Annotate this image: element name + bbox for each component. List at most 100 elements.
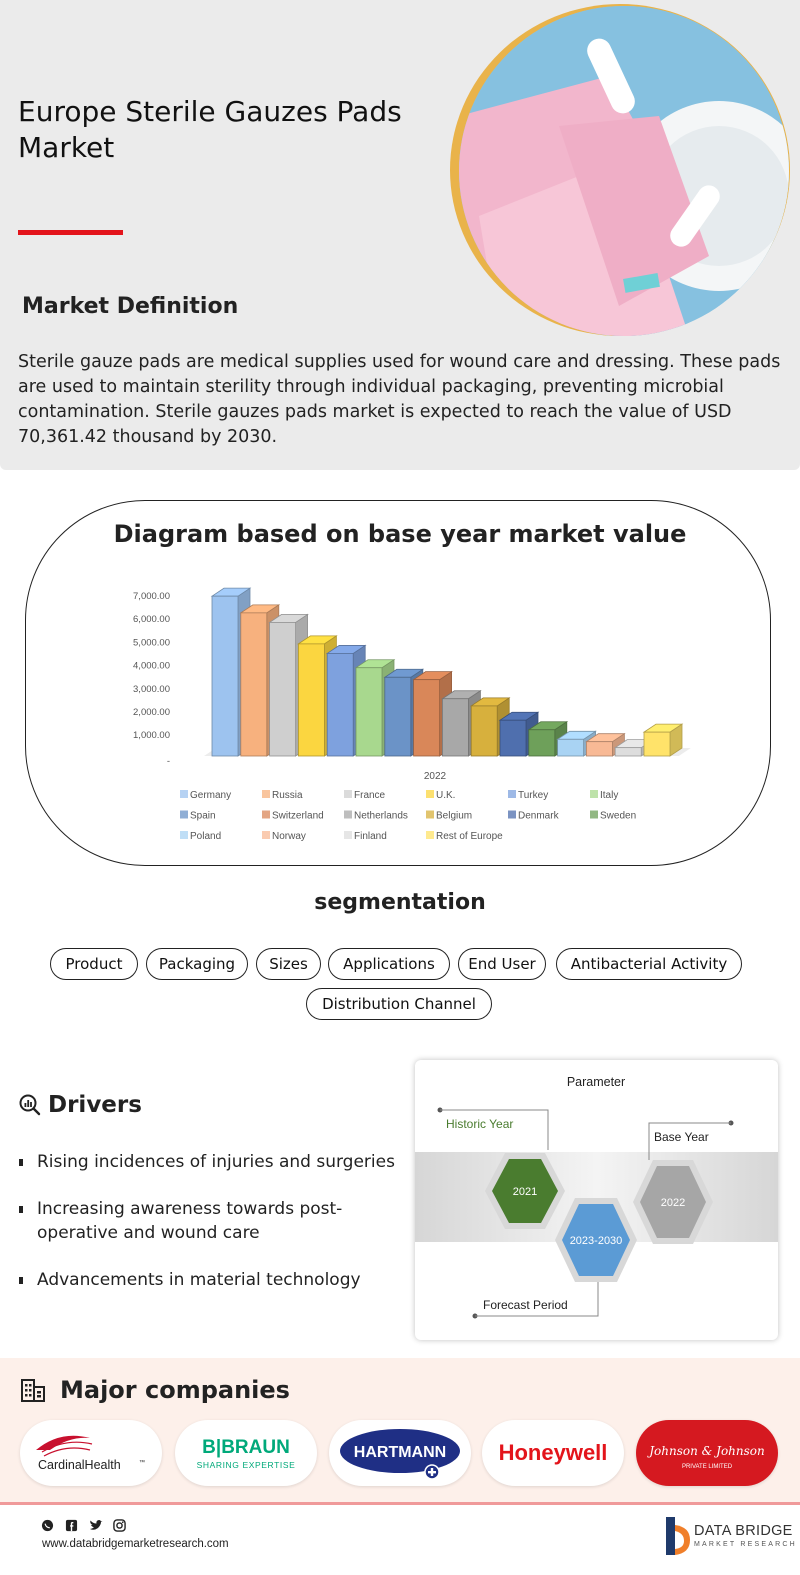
page-title: Europe Sterile Gauzes Pads Market	[18, 95, 402, 164]
whatsapp-icon[interactable]	[40, 1518, 55, 1533]
company-logo-cardinal-health: CardinalHealth ™	[20, 1420, 162, 1486]
segmentation-title: segmentation	[314, 890, 486, 915]
hero-photo-illustration	[459, 6, 789, 336]
base-year-label: Base Year	[654, 1130, 709, 1144]
legend-item: Russia	[262, 790, 303, 801]
market-value-chart: 7,000.00 6,000.00 5,000.00 4,000.00 3,000.00…	[133, 587, 691, 842]
drivers-header: Drivers	[18, 1090, 142, 1120]
legend-item: Denmark	[508, 810, 560, 822]
svg-text:Germany: Germany	[190, 790, 231, 801]
segment-pill-distribution-channel[interactable]: Distribution Channel	[306, 988, 492, 1020]
website-link[interactable]: www.databridgemarketresearch.com	[42, 1537, 229, 1551]
segment-pill-antibacterial-activity[interactable]: Antibacterial Activity	[556, 948, 742, 980]
svg-text:France: France	[354, 790, 386, 801]
segment-pill-applications[interactable]: Applications	[328, 948, 450, 980]
base-hex	[640, 1166, 706, 1238]
driver-item: Increasing awareness towards post-operat…	[18, 1197, 408, 1245]
forecast-hex	[562, 1204, 630, 1276]
segment-pill-product[interactable]: Product	[50, 948, 138, 980]
definition-text: Sterile gauze pads are medical supplies …	[18, 352, 781, 447]
legend-item: Germany	[180, 790, 231, 801]
svg-text:Finland: Finland	[354, 831, 387, 842]
data-bridge-subtitle: MARKET RESEARCH	[694, 1541, 797, 1548]
y-tick-label: 7,000.00	[133, 591, 170, 602]
svg-text:Switzerland: Switzerland	[272, 811, 324, 822]
y-tick-label: 3,000.00	[133, 684, 170, 695]
legend-item: Finland	[344, 831, 387, 842]
svg-text:Spain: Spain	[190, 811, 216, 822]
historic-year-value: 2021	[513, 1186, 537, 1198]
hartmann-logo: HARTMANN	[340, 1429, 460, 1480]
legend-item: France	[344, 790, 386, 801]
hartmann-wordmark: HARTMANN	[354, 1444, 446, 1461]
segment-pill-sizes[interactable]: Sizes	[256, 948, 321, 980]
svg-text:Russia: Russia	[272, 790, 303, 801]
b-braun-wordmark: B|BRAUN	[202, 1437, 290, 1458]
legend-item: Belgium	[426, 810, 472, 822]
historic-year-label: Historic Year	[446, 1117, 513, 1131]
svg-text:U.K.: U.K.	[436, 790, 455, 801]
b-braun-logo: B|BRAUN SHARING EXPERTISE	[197, 1437, 296, 1470]
legend-item: Norway	[262, 831, 306, 842]
svg-text:Rest of Europe: Rest of Europe	[436, 831, 503, 842]
parameter-title: Parameter	[567, 1075, 625, 1089]
y-tick-label: 2,000.00	[133, 707, 170, 718]
company-logo-honeywell: Honeywell	[482, 1420, 624, 1486]
legend-item: Poland	[180, 831, 221, 842]
legend-item: U.K.	[426, 790, 455, 801]
company-logo-b-braun: B|BRAUN SHARING EXPERTISE	[175, 1420, 317, 1486]
legend-item: Italy	[590, 790, 618, 801]
header-section: Europe Sterile Gauzes Pads Market Market…	[0, 0, 800, 470]
driver-item: Rising incidences of injuries and surger…	[18, 1150, 408, 1174]
magnifier-chart-icon	[19, 1094, 41, 1116]
legend-item: Switzerland	[262, 810, 324, 822]
cardinal-health-logo: CardinalHealth ™	[36, 1435, 145, 1472]
data-bridge-brand: DATA BRIDGE	[694, 1523, 793, 1539]
svg-text:Denmark: Denmark	[518, 811, 560, 822]
legend-item: Netherlands	[344, 810, 408, 822]
y-tick-label: 5,000.00	[133, 637, 170, 648]
y-tick-label: 6,000.00	[133, 614, 170, 625]
title-accent-bar	[18, 230, 123, 235]
legend-item: Turkey	[508, 790, 548, 801]
driver-item: Advancements in material technology	[18, 1268, 408, 1292]
honeywell-logo: Honeywell	[499, 1440, 608, 1465]
base-year-value: 2022	[661, 1197, 685, 1209]
svg-text:Netherlands: Netherlands	[354, 811, 408, 822]
x-axis-label: 2022	[424, 771, 447, 782]
social-links	[40, 1518, 127, 1533]
cardinal-health-wordmark: CardinalHealth	[38, 1458, 121, 1472]
svg-text:Sweden: Sweden	[600, 811, 636, 822]
data-bridge-logo-icon	[666, 1517, 690, 1555]
parameter-diagram: Parameter Historic Year Base Year Foreca…	[415, 1075, 778, 1319]
honeywell-wordmark: Honeywell	[499, 1440, 608, 1465]
svg-text:Belgium: Belgium	[436, 811, 472, 822]
twitter-icon[interactable]	[88, 1518, 103, 1533]
johnson-and-johnson-wordmark: Johnson & Johnson	[646, 1444, 765, 1458]
facebook-icon[interactable]	[64, 1518, 79, 1533]
legend-item: Sweden	[590, 810, 636, 822]
drivers-title: Drivers	[48, 1092, 142, 1118]
diagram-title: Diagram based on base year market value	[113, 520, 687, 548]
b-braun-tagline: SHARING EXPERTISE	[197, 1460, 296, 1470]
johnson-and-johnson-tagline: PRIVATE LIMITED	[682, 1464, 733, 1470]
y-tick-label: -	[167, 756, 170, 767]
svg-text:Italy: Italy	[600, 790, 618, 801]
company-logo-hartmann: HARTMANN	[329, 1420, 471, 1486]
companies-title: Major companies	[60, 1376, 290, 1404]
forecast-period-label: Forecast Period	[483, 1298, 568, 1312]
hero-image	[459, 6, 789, 336]
segment-pill-end-user[interactable]: End User	[458, 948, 546, 980]
company-logo-johnson-and-johnson: Johnson & Johnson PRIVATE LIMITED	[636, 1420, 778, 1486]
instagram-icon[interactable]	[112, 1518, 127, 1533]
legend-item: Spain	[180, 810, 216, 822]
bar-rest-of-europe	[642, 723, 684, 757]
segment-pill-packaging[interactable]: Packaging	[146, 948, 248, 980]
companies-header: Major companies	[20, 1376, 290, 1404]
buildings-icon	[21, 1379, 45, 1402]
definition-heading: Market Definition	[22, 294, 239, 319]
legend-item: Rest of Europe	[426, 831, 503, 842]
y-tick-label: 1,000.00	[133, 730, 170, 741]
svg-text:Turkey: Turkey	[518, 790, 548, 801]
parameter-card: Parameter Historic Year Base Year Foreca…	[415, 1060, 778, 1340]
